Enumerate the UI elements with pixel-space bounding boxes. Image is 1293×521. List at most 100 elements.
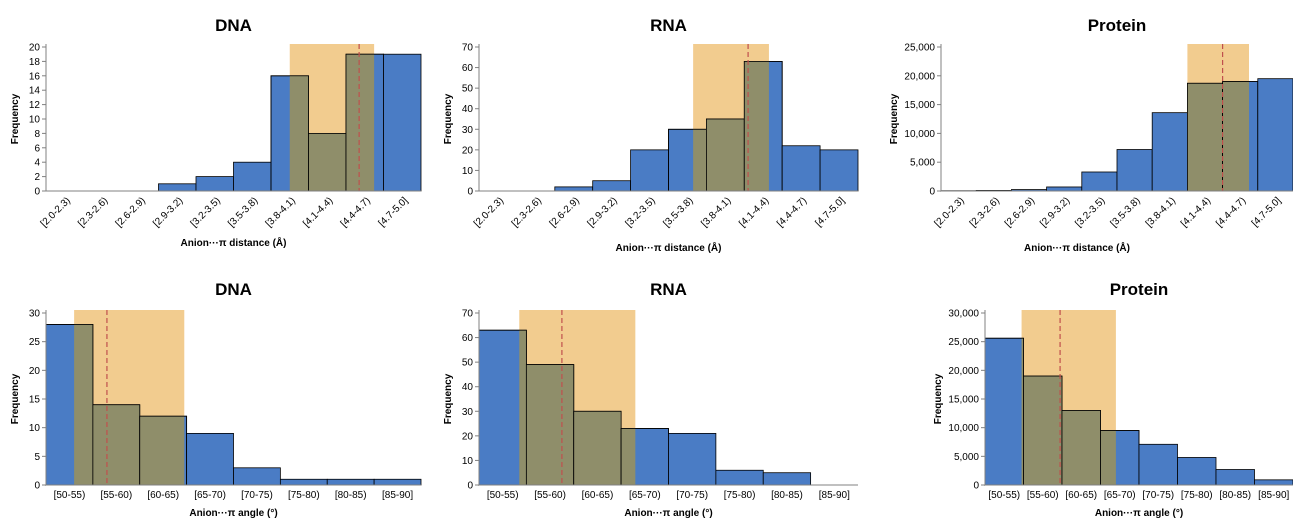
y-tick-label: 30,000 [948,309,979,320]
x-tick-label: [4.1-4.4) [1179,195,1213,229]
x-axis-label: Anion···π distance (Å) [1024,241,1130,254]
x-tick-label: [4.1-4.4) [301,195,335,229]
bar-highlight-overlap-6 [706,119,745,191]
x-tick-label: [50-55) [988,490,1020,501]
y-tick-label: 25,000 [904,43,935,54]
bar-highlight-overlap-5 [693,129,707,191]
chart-title: Protein [1088,16,1147,35]
y-tick-label: 20 [29,366,41,377]
y-tick-label: 60 [462,333,474,344]
y-tick-label: 10 [29,115,41,126]
bar-6 [762,472,812,486]
y-tick-label: 50 [462,358,474,369]
x-tick-label: [65-70) [1104,490,1136,501]
x-tick-label: [4.4-4.7) [775,195,809,229]
bar-9 [819,149,859,192]
x-tick-label: [2.0-2.3) [933,195,967,229]
x-tick-label: [2.6-2.9) [548,195,582,229]
x-tick-label: [2.6-2.9) [1003,195,1037,229]
y-tick-label: 70 [462,309,474,320]
y-tick-label: 14 [29,86,41,97]
bar-3 [1046,186,1083,192]
x-tick-label: [60-65) [1065,490,1097,501]
x-tick-label: [4.4-4.7) [339,195,373,229]
x-tick-label: [80-85) [335,490,367,501]
x-tick-label: [4.1-4.4) [737,195,771,229]
bar-0 [984,337,1024,486]
x-tick-label: [80-85) [771,490,803,501]
x-tick-label: [4.7-5.0] [377,195,411,229]
y-tick-label: 30 [462,125,474,136]
bar-5 [279,478,328,486]
y-tick-label: 15,000 [948,395,979,406]
x-tick-label: [85-90] [819,490,850,501]
y-tick-label: 12 [29,100,41,111]
y-tick-label: 25 [29,337,41,348]
bar-highlight-overlap-7 [308,133,346,191]
x-tick-label: [50-55) [54,490,86,501]
x-tick-label: [75-80) [724,490,756,501]
x-tick-label: [3.8-4.1) [1144,195,1178,229]
bar-3 [186,432,234,486]
bar-4 [195,176,234,192]
y-tick-label: 6 [34,143,40,154]
bar-8 [781,145,821,192]
y-tick-label: 4 [34,158,40,169]
x-tick-label: [60-65) [147,490,179,501]
y-tick-label: 8 [34,129,40,140]
y-tick-label: 20 [29,43,41,54]
y-tick-label: 10 [29,423,41,434]
y-tick-label: 20,000 [904,71,935,82]
x-tick-label: [75-80) [1181,490,1213,501]
bar-4 [1138,443,1178,486]
x-tick-label: [2.0-2.3) [472,195,506,229]
x-axis-label: Anion···π angle (°) [624,508,712,519]
x-tick-label: [70-75) [1142,490,1174,501]
bar-highlight-overlap-7 [1187,83,1223,191]
bar-highlight-overlap-8 [346,54,375,192]
x-axis-label: Anion···π distance (Å) [616,241,722,254]
bar-9 [383,53,422,192]
bar-4 [233,467,281,486]
y-axis-label: Frequency [10,373,21,424]
bar-highlight-overlap-2 [139,416,185,485]
bar-highlight-overlap-3 [621,428,636,485]
x-tick-label: [2.0-2.3) [39,195,73,229]
y-tick-label: 15 [29,395,41,406]
chart-panel-4: RNA 0 10 20 30 40 50 60 70 Frequency [50-55) [55-60… [443,280,858,519]
bar-7 [373,478,422,486]
bar-6 [1215,469,1255,486]
bar-5 [1177,457,1217,486]
bar-3 [158,183,197,192]
x-tick-label: [55-60) [1027,490,1059,501]
bar-9 [1257,78,1293,192]
y-tick-label: 0 [929,187,935,198]
bar-highlight-overlap-0 [1021,338,1024,485]
bar-7 [1254,479,1293,486]
chart-title: DNA [215,280,252,299]
y-tick-label: 0 [467,187,473,198]
x-axis-label: Anion···π angle (°) [189,508,277,519]
bar-5 [233,161,272,192]
y-tick-label: 10 [462,166,474,177]
bar-4 [668,432,717,486]
bar-highlight-overlap-8 [1222,81,1249,191]
x-tick-label: [50-55) [487,490,519,501]
chart-panel-2: Protein 0 5,000 10,000 15,000 20,000 25,000 Fre… [889,16,1293,254]
x-tick-label: [2.9-3.2) [151,195,185,229]
x-tick-label: [70-75) [676,490,708,501]
y-tick-label: 40 [462,104,474,115]
bar-2 [554,186,594,192]
x-tick-label: [65-70) [194,490,226,501]
chart-panel-3: DNA 0 5 10 15 20 25 30 Frequency [50-55) [55-60) [6… [10,280,422,519]
bar-4 [1081,171,1118,192]
y-tick-label: 20 [462,145,474,156]
chart-title: RNA [650,16,687,35]
y-axis-label: Frequency [10,93,21,144]
y-tick-label: 5,000 [910,158,935,169]
x-tick-label: [60-65) [582,490,614,501]
x-tick-label: [3.8-4.1) [264,195,298,229]
bar-4 [630,149,669,192]
bar-highlight-overlap-1 [526,364,574,485]
